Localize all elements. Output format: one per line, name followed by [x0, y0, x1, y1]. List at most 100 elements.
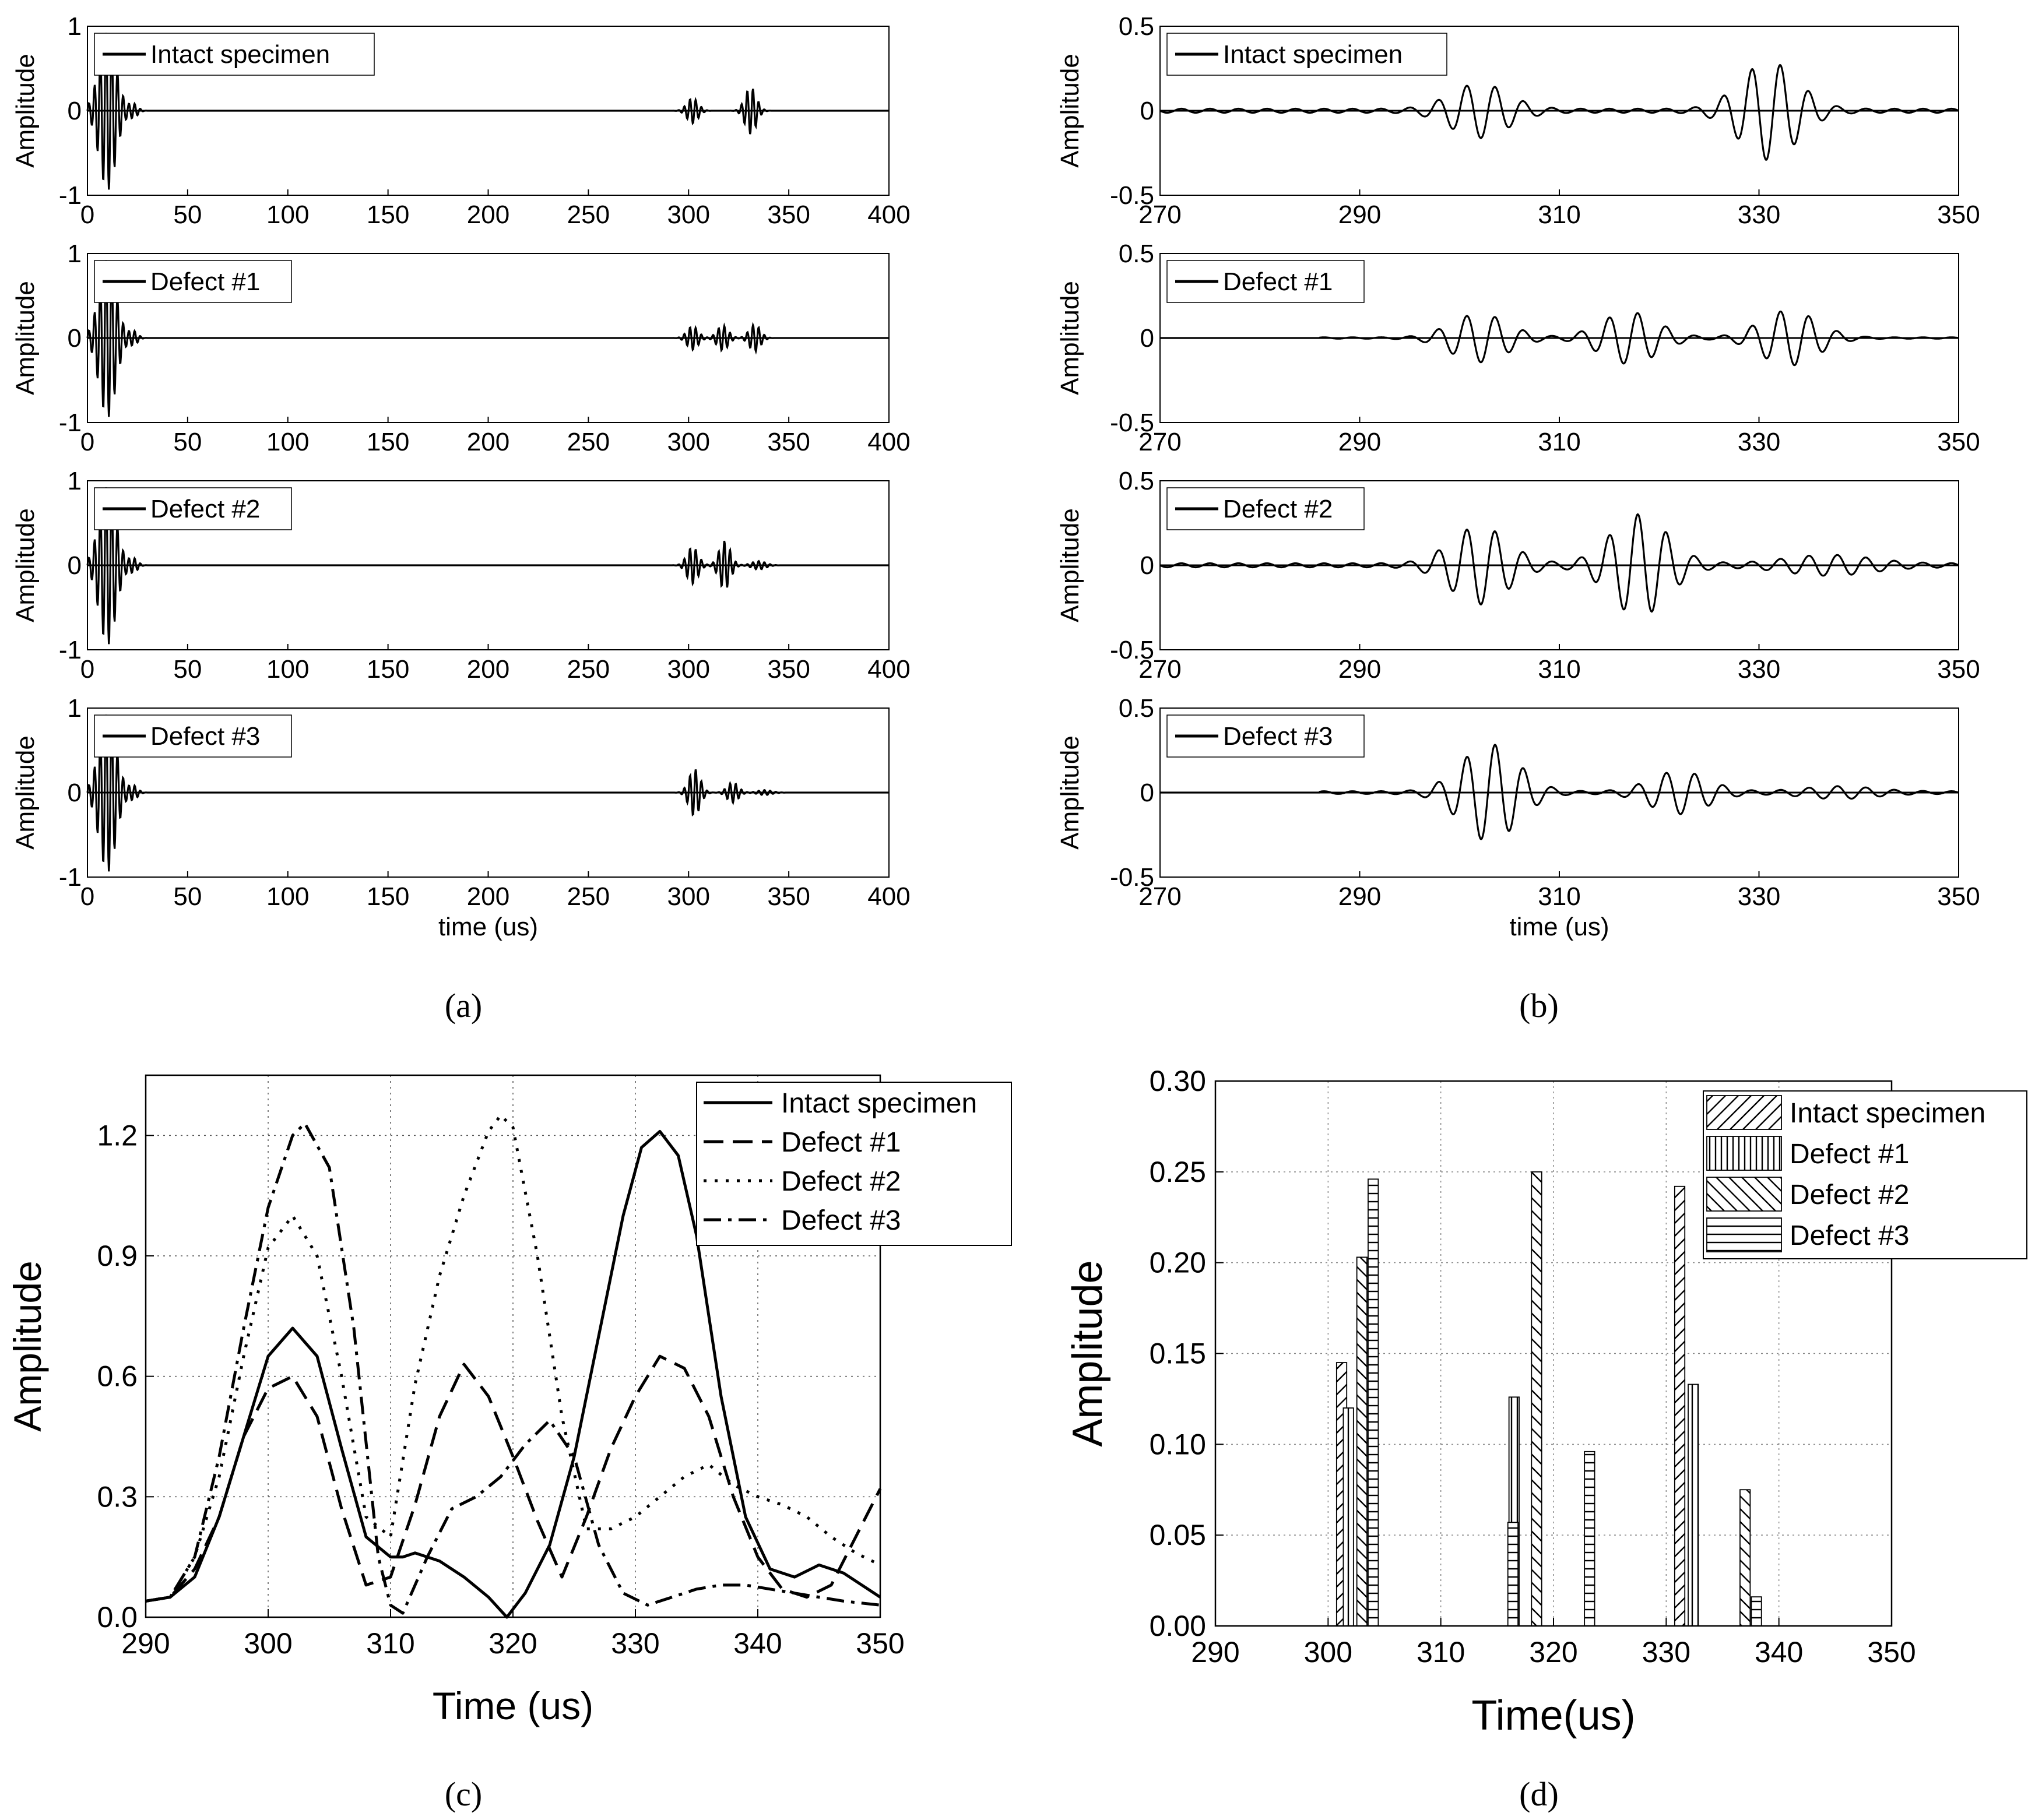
- y-tick-label: 0.00: [1150, 1610, 1206, 1642]
- x-tick-label: 290: [121, 1627, 170, 1660]
- y-tick-label: 1.2: [97, 1119, 138, 1152]
- x-tick-label: 0: [80, 882, 94, 911]
- x-axis-label: time (us): [1509, 913, 1609, 941]
- legend-swatch: [1706, 1095, 1782, 1130]
- bar-series-4: [1368, 1178, 1379, 1627]
- x-tick-label: 200: [467, 428, 509, 456]
- x-tick-label: 100: [266, 428, 309, 456]
- x-tick-label: 150: [367, 655, 409, 684]
- bar-series-1: [1674, 1185, 1686, 1627]
- x-tick-label: 200: [467, 655, 509, 684]
- x-tick-label: 310: [1538, 882, 1580, 911]
- y-axis-label: Amplitude: [1056, 281, 1084, 395]
- legend-label: Intact specimen: [150, 40, 330, 69]
- x-tick-label: 350: [1937, 428, 1980, 456]
- x-tick-label: 310: [1538, 655, 1580, 684]
- legend-label: Defect #1: [1223, 267, 1333, 296]
- x-tick-label: 310: [1417, 1636, 1465, 1668]
- x-tick-label: 350: [767, 882, 810, 911]
- x-axis-label: Time (us): [433, 1684, 593, 1727]
- x-tick-label: 400: [867, 882, 910, 911]
- x-tick-label: 400: [867, 655, 910, 684]
- bar-series-4: [1507, 1522, 1519, 1627]
- y-tick-label: 0: [1140, 97, 1154, 125]
- legend-label: Defect #2: [1223, 495, 1333, 523]
- bar-series-3: [1531, 1171, 1542, 1627]
- x-tick-label: 300: [667, 655, 710, 684]
- subplot-4: 270 290 310 330 350 0.5 0 -0.5 Amplitude Defect #…: [1056, 694, 1980, 941]
- panel-c-label: (c): [445, 1775, 482, 1813]
- x-tick-label: 270: [1138, 655, 1181, 684]
- panel-d-label: (d): [1519, 1775, 1559, 1813]
- legend-label: Defect #1: [781, 1127, 901, 1158]
- x-tick-label: 0: [80, 428, 94, 456]
- legend-label: Defect #2: [781, 1166, 901, 1197]
- x-tick-label: 100: [266, 882, 309, 911]
- x-tick-label: 150: [367, 882, 409, 911]
- bar-series-3: [1356, 1256, 1368, 1627]
- legend-label: Defect #2: [1790, 1180, 1909, 1210]
- x-tick-label: 250: [567, 428, 610, 456]
- legend-label: Defect #3: [1790, 1220, 1909, 1251]
- y-tick-label: 0.5: [1119, 694, 1154, 723]
- x-tick-label: 350: [767, 428, 810, 456]
- x-tick-label: 100: [266, 200, 309, 229]
- legend-swatch: [1706, 1217, 1782, 1252]
- panel-c: 290 300 310 320 330 340 350 0.0 0.3 0.6 0.9 1.2 Inta…: [6, 1074, 1012, 1727]
- bar-series-2: [1688, 1384, 1699, 1627]
- x-tick-label: 250: [567, 200, 610, 229]
- panel-d: 290 300 310 320 330 340 350 0.00 0.05 0.10 0.15 0.2…: [1064, 1065, 2027, 1739]
- x-axis-label: time (us): [438, 913, 538, 941]
- y-tick-label: 1: [68, 467, 82, 495]
- y-axis-label: Amplitude: [11, 735, 40, 850]
- subplot-1: 270 290 310 330 350 0.5 0 -0.5 Amplitude Intact s…: [1056, 12, 1980, 229]
- x-tick-label: 200: [467, 882, 509, 911]
- y-tick-label: 1: [68, 240, 82, 268]
- x-tick-label: 350: [1937, 882, 1980, 911]
- y-tick-label: 0: [68, 551, 82, 580]
- x-tick-label: 340: [733, 1627, 782, 1660]
- legend-swatch: [1706, 1177, 1782, 1212]
- y-tick-label: 0.5: [1119, 12, 1154, 41]
- x-tick-label: 320: [488, 1627, 537, 1660]
- y-tick-label: -0.5: [1110, 863, 1154, 892]
- legend-label: Defect #1: [150, 267, 260, 296]
- x-tick-label: 320: [1529, 1636, 1577, 1668]
- x-tick-label: 100: [266, 655, 309, 684]
- x-tick-label: 400: [867, 428, 910, 456]
- x-tick-label: 330: [1738, 882, 1780, 911]
- y-tick-label: -1: [59, 636, 82, 664]
- x-tick-label: 310: [366, 1627, 414, 1660]
- y-tick-label: 0: [1140, 324, 1154, 353]
- legend-label: Defect #3: [150, 722, 260, 751]
- y-tick-label: 0: [1140, 551, 1154, 580]
- y-tick-label: -0.5: [1110, 636, 1154, 664]
- panel-b-label: (b): [1519, 987, 1559, 1025]
- y-axis-label: Amplitude: [1056, 735, 1084, 850]
- bar-series-2: [1342, 1407, 1354, 1627]
- x-tick-label: 350: [856, 1627, 904, 1660]
- x-tick-label: 50: [173, 428, 202, 456]
- y-axis-label: Amplitude: [11, 508, 40, 622]
- y-tick-label: 0.5: [1119, 467, 1154, 495]
- y-tick-label: 0.0: [97, 1601, 138, 1634]
- y-tick-label: -0.5: [1110, 181, 1154, 210]
- y-tick-label: 0.9: [97, 1240, 138, 1272]
- x-tick-label: 310: [1538, 428, 1580, 456]
- y-tick-label: 0.5: [1119, 240, 1154, 268]
- legend-label: Defect #1: [1790, 1139, 1909, 1170]
- legend-box: [1166, 487, 1365, 530]
- x-tick-label: 290: [1338, 200, 1381, 229]
- y-tick-label: 0.6: [97, 1360, 138, 1393]
- y-tick-label: 0: [68, 779, 82, 807]
- x-tick-label: 350: [767, 200, 810, 229]
- x-axis-label: Time(us): [1471, 1692, 1635, 1739]
- panel-a-label: (a): [445, 987, 482, 1025]
- legend-box: [94, 260, 292, 303]
- plot-frame: [145, 1074, 881, 1618]
- y-tick-label: -1: [59, 863, 82, 892]
- x-tick-label: 350: [1867, 1636, 1915, 1668]
- x-tick-label: 350: [1937, 655, 1980, 684]
- x-tick-label: 150: [367, 200, 409, 229]
